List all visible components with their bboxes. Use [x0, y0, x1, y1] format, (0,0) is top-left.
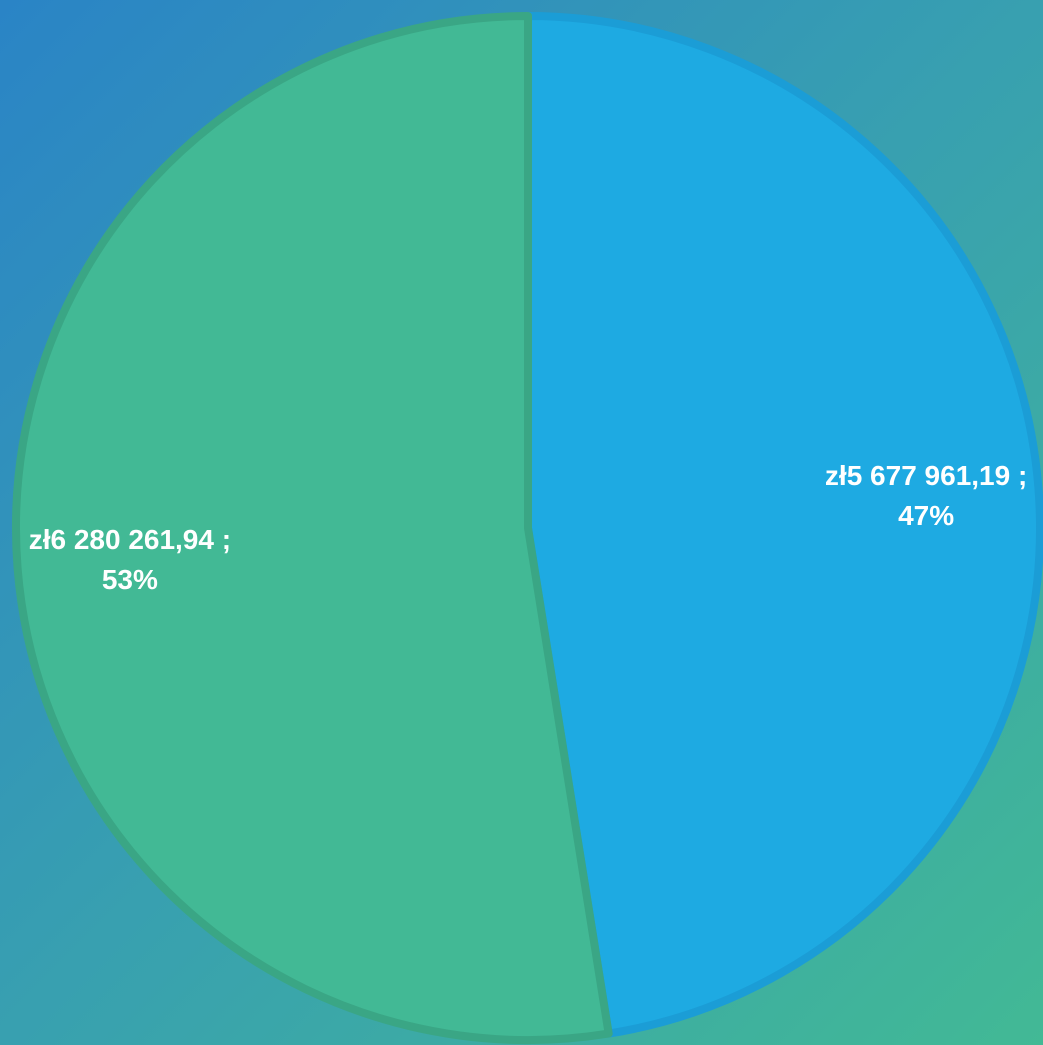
- data-label: zł6 280 261,94 ; 53%: [28, 523, 232, 595]
- data-label: zł5 677 961,19 ; 47%: [824, 460, 1028, 532]
- pie-slice: [11, 12, 613, 1044]
- pie-slice: [524, 12, 1043, 1038]
